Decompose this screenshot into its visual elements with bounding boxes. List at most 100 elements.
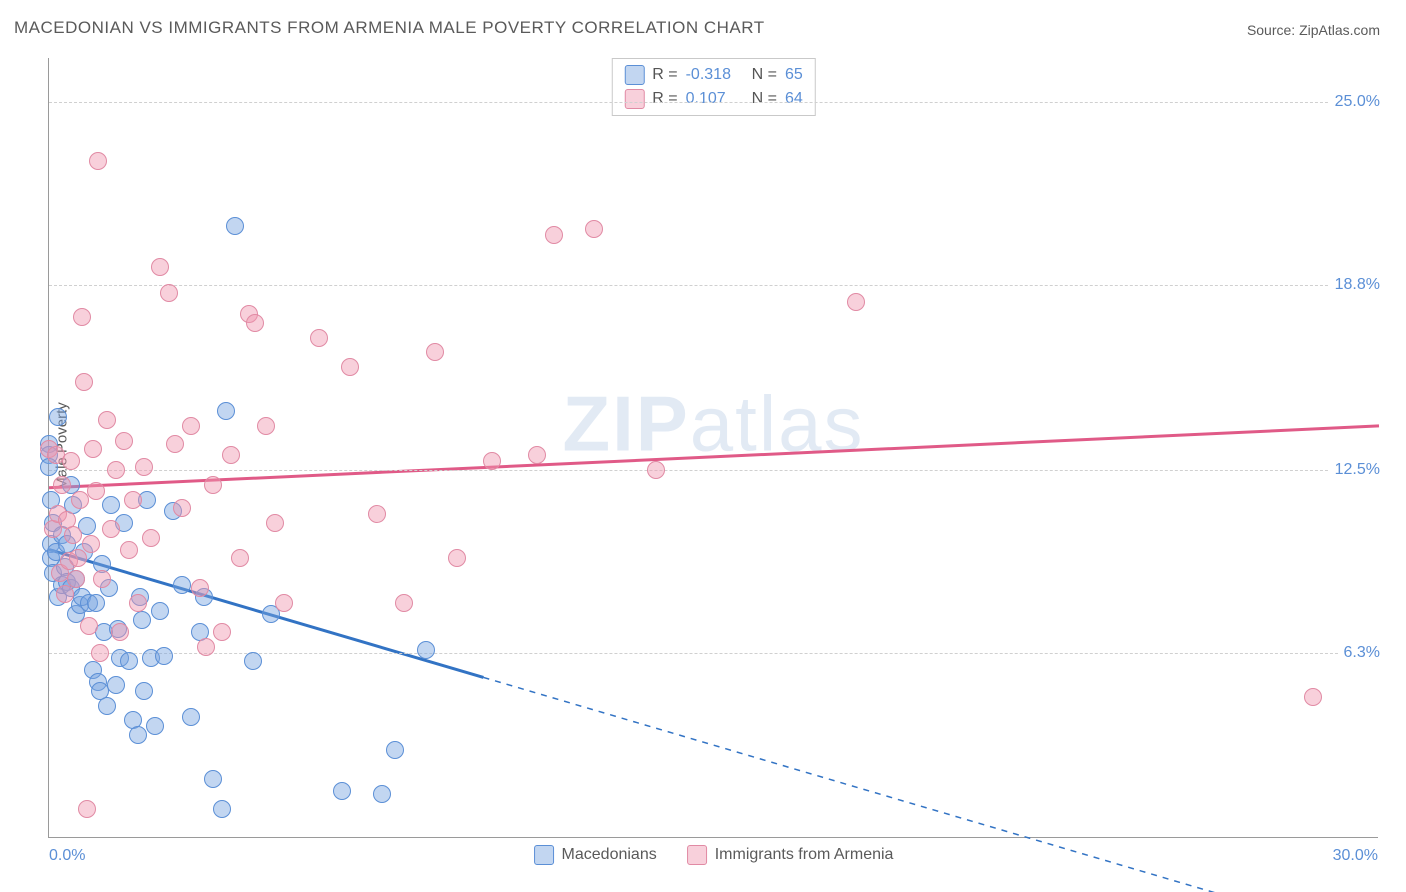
- data-point-macedonians: [98, 697, 116, 715]
- data-point-armenia: [107, 461, 125, 479]
- data-point-macedonians: [87, 594, 105, 612]
- data-point-armenia: [197, 638, 215, 656]
- data-point-armenia: [257, 417, 275, 435]
- legend-item-macedonians: Macedonians: [534, 845, 657, 865]
- legend-swatch-armenia: [687, 845, 707, 865]
- data-point-armenia: [341, 358, 359, 376]
- legend-swatch-macedonians: [534, 845, 554, 865]
- data-point-armenia: [115, 432, 133, 450]
- data-point-armenia: [847, 293, 865, 311]
- data-point-armenia: [310, 329, 328, 347]
- data-point-armenia: [73, 308, 91, 326]
- data-point-armenia: [222, 446, 240, 464]
- data-point-armenia: [231, 549, 249, 567]
- data-point-macedonians: [217, 402, 235, 420]
- x-tick-max: 30.0%: [1333, 847, 1378, 865]
- data-point-armenia: [102, 520, 120, 538]
- data-point-armenia: [62, 452, 80, 470]
- data-point-armenia: [93, 570, 111, 588]
- y-tick-label: 25.0%: [1329, 93, 1380, 111]
- regression-lines: [49, 58, 1379, 838]
- y-tick-label: 6.3%: [1338, 644, 1380, 662]
- data-point-armenia: [191, 579, 209, 597]
- data-point-armenia: [53, 476, 71, 494]
- data-point-armenia: [89, 152, 107, 170]
- data-point-macedonians: [155, 647, 173, 665]
- source-label: Source:: [1247, 22, 1295, 38]
- source-attribution: Source: ZipAtlas.com: [1247, 22, 1380, 38]
- legend-label-macedonians: Macedonians: [562, 846, 657, 864]
- data-point-macedonians: [417, 641, 435, 659]
- y-tick-label: 18.8%: [1329, 276, 1380, 294]
- data-point-armenia: [78, 800, 96, 818]
- data-point-armenia: [67, 570, 85, 588]
- data-point-armenia: [528, 446, 546, 464]
- data-point-armenia: [75, 373, 93, 391]
- data-point-macedonians: [226, 217, 244, 235]
- data-point-armenia: [1304, 688, 1322, 706]
- data-point-macedonians: [151, 602, 169, 620]
- y-tick-label: 12.5%: [1329, 461, 1380, 479]
- regression-line-armenia: [49, 426, 1379, 488]
- data-point-armenia: [266, 514, 284, 532]
- data-point-armenia: [246, 314, 264, 332]
- data-point-armenia: [135, 458, 153, 476]
- data-point-macedonians: [107, 676, 125, 694]
- data-point-macedonians: [135, 682, 153, 700]
- legend-label-armenia: Immigrants from Armenia: [715, 846, 894, 864]
- data-point-armenia: [585, 220, 603, 238]
- chart-title: MACEDONIAN VS IMMIGRANTS FROM ARMENIA MA…: [14, 18, 765, 38]
- data-point-armenia: [80, 617, 98, 635]
- data-point-macedonians: [213, 800, 231, 818]
- data-point-macedonians: [333, 782, 351, 800]
- data-point-armenia: [91, 644, 109, 662]
- data-point-armenia: [69, 549, 87, 567]
- data-point-armenia: [98, 411, 116, 429]
- chart-plot-area: ZIPatlas R =-0.318N =65R =0.107N =64 0.0…: [48, 58, 1378, 838]
- data-point-armenia: [87, 482, 105, 500]
- data-point-macedonians: [173, 576, 191, 594]
- data-point-armenia: [111, 623, 129, 641]
- data-point-armenia: [647, 461, 665, 479]
- data-point-macedonians: [129, 726, 147, 744]
- data-point-armenia: [275, 594, 293, 612]
- data-point-armenia: [395, 594, 413, 612]
- data-point-macedonians: [120, 652, 138, 670]
- data-point-armenia: [82, 535, 100, 553]
- data-point-macedonians: [386, 741, 404, 759]
- data-point-armenia: [151, 258, 169, 276]
- data-point-macedonians: [49, 408, 67, 426]
- series-legend: Macedonians Immigrants from Armenia: [534, 845, 894, 865]
- data-point-armenia: [84, 440, 102, 458]
- data-point-armenia: [173, 499, 191, 517]
- data-point-armenia: [213, 623, 231, 641]
- gridline: [49, 285, 1378, 286]
- gridline: [49, 470, 1378, 471]
- data-point-macedonians: [182, 708, 200, 726]
- data-point-armenia: [56, 585, 74, 603]
- data-point-armenia: [124, 491, 142, 509]
- source-link[interactable]: ZipAtlas.com: [1299, 22, 1380, 38]
- data-point-macedonians: [146, 717, 164, 735]
- data-point-armenia: [448, 549, 466, 567]
- x-tick-min: 0.0%: [49, 847, 85, 865]
- gridline: [49, 102, 1378, 103]
- data-point-armenia: [142, 529, 160, 547]
- data-point-armenia: [368, 505, 386, 523]
- data-point-macedonians: [204, 770, 222, 788]
- data-point-armenia: [160, 284, 178, 302]
- data-point-armenia: [204, 476, 222, 494]
- data-point-macedonians: [102, 496, 120, 514]
- data-point-armenia: [182, 417, 200, 435]
- data-point-macedonians: [373, 785, 391, 803]
- data-point-armenia: [120, 541, 138, 559]
- data-point-armenia: [129, 594, 147, 612]
- data-point-armenia: [426, 343, 444, 361]
- data-point-armenia: [483, 452, 501, 470]
- data-point-macedonians: [244, 652, 262, 670]
- data-point-macedonians: [133, 611, 151, 629]
- legend-item-armenia: Immigrants from Armenia: [687, 845, 894, 865]
- data-point-armenia: [64, 526, 82, 544]
- data-point-armenia: [545, 226, 563, 244]
- data-point-armenia: [166, 435, 184, 453]
